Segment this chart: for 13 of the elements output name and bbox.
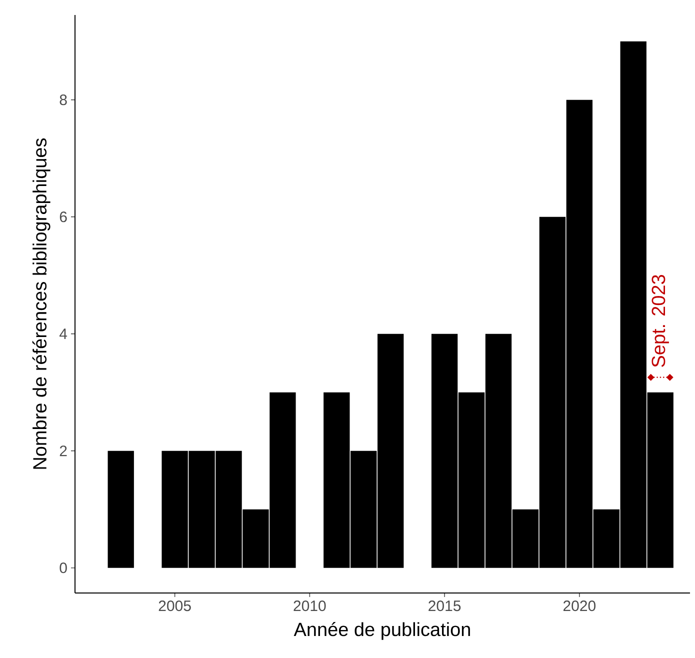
annotation: Sept. 2023 [652, 274, 669, 367]
y-tick-label: 4 [59, 328, 68, 339]
y-tick-label: 6 [60, 212, 67, 222]
y-axis-title: Nombre de références bibliographiques [32, 138, 50, 469]
x-axis-title: Année de publication [294, 622, 470, 640]
x-tick-label: 2020 [563, 600, 596, 612]
y-tick-label: 8 [60, 94, 67, 106]
y-tick-label: 0 [60, 562, 67, 574]
bar [108, 450, 134, 568]
x-tick-label: 2005 [158, 600, 191, 612]
y-tick-label: 2 [60, 446, 67, 456]
x-tick-label: 2010 [294, 600, 326, 612]
x-tick-label: 2015 [428, 600, 461, 612]
